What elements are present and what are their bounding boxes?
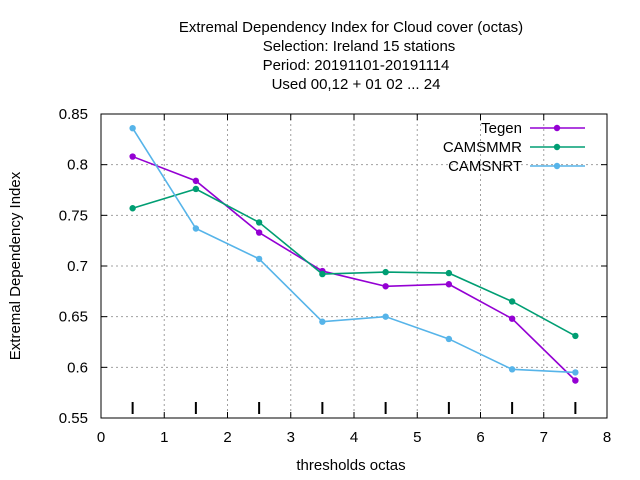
data-point: [255, 219, 263, 226]
y-tick-label: 0.75: [59, 207, 88, 224]
tick-labels: 0 1 2 3 4 5 6 7 8 0.55 0.6 0.65 0.7 0.75 0.8 0.85: [59, 106, 611, 446]
series-camsnrt: [129, 124, 579, 376]
data-point: [508, 315, 516, 322]
data-point: [255, 255, 263, 263]
y-tick-label: 0.85: [59, 106, 88, 123]
y-tick-label: 0.55: [59, 410, 88, 427]
series-tegen: [129, 153, 579, 384]
x-tick-label: 0: [97, 429, 105, 446]
data-point: [319, 318, 326, 325]
x-tick-label: 8: [603, 429, 611, 446]
series-layer: [129, 124, 579, 384]
legend-label: Tegen: [481, 120, 522, 137]
y-tick-label: 0.6: [67, 359, 88, 376]
title-line-2: Selection: Ireland 15 stations: [263, 38, 456, 55]
x-tick-label: 7: [540, 429, 548, 446]
series-line: [131, 127, 576, 374]
title-line-3: Period: 20191101-20191114: [263, 57, 450, 74]
x-tick-label: 4: [350, 429, 358, 446]
series-line: [132, 155, 576, 382]
legend-swatch-point: [553, 162, 561, 170]
legend-label: CAMSMMR: [443, 139, 522, 156]
legend-label: CAMSNRT: [448, 158, 522, 175]
x-tick-label: 6: [476, 429, 484, 446]
title-line-4: Used 00,12 + 01 02 ... 24: [272, 76, 441, 93]
x-tick-label: 3: [287, 429, 295, 446]
series-camsmmr: [129, 185, 579, 340]
data-point: [129, 205, 136, 212]
title-line-1: Extremal Dependency Index for Cloud cove…: [179, 19, 523, 36]
x-tick-label: 2: [223, 429, 231, 446]
data-point: [508, 298, 516, 305]
data-point: [572, 377, 579, 384]
legend-item: Tegen: [481, 120, 585, 137]
chart-title: Extremal Dependency Index for Cloud cove…: [179, 19, 523, 93]
y-tick-label: 0.7: [67, 258, 88, 275]
x-axis-label: thresholds octas: [296, 457, 405, 474]
data-point: [382, 313, 389, 320]
data-point: [445, 281, 453, 288]
plot-frame: [100, 113, 608, 419]
grid: [101, 114, 607, 418]
data-point: [192, 225, 200, 232]
data-point: [572, 332, 579, 340]
y-tick-label: 0.65: [59, 309, 88, 326]
legend-item: CAMSMMR: [443, 139, 585, 156]
legend-item: CAMSNRT: [448, 158, 585, 175]
data-point: [445, 269, 453, 277]
x-tick-label: 1: [160, 429, 168, 446]
data-point: [382, 268, 389, 276]
data-point: [192, 177, 200, 185]
legend: Tegen CAMSMMR CAMSNRT: [443, 120, 585, 175]
y-tick-label: 0.8: [67, 157, 88, 174]
data-point: [572, 369, 579, 376]
data-point: [129, 124, 136, 132]
series-line: [132, 188, 576, 337]
data-point: [319, 270, 326, 278]
legend-swatch-point: [553, 124, 561, 132]
legend-swatch-point: [553, 143, 561, 151]
data-point: [508, 366, 516, 373]
data-point: [382, 283, 389, 290]
data-point: [129, 153, 136, 160]
x-tick-label: 5: [413, 429, 421, 446]
y-axis-label: Extremal Dependency Index: [7, 171, 24, 360]
data-point: [192, 185, 200, 193]
data-point: [255, 229, 263, 236]
data-point: [445, 335, 453, 343]
